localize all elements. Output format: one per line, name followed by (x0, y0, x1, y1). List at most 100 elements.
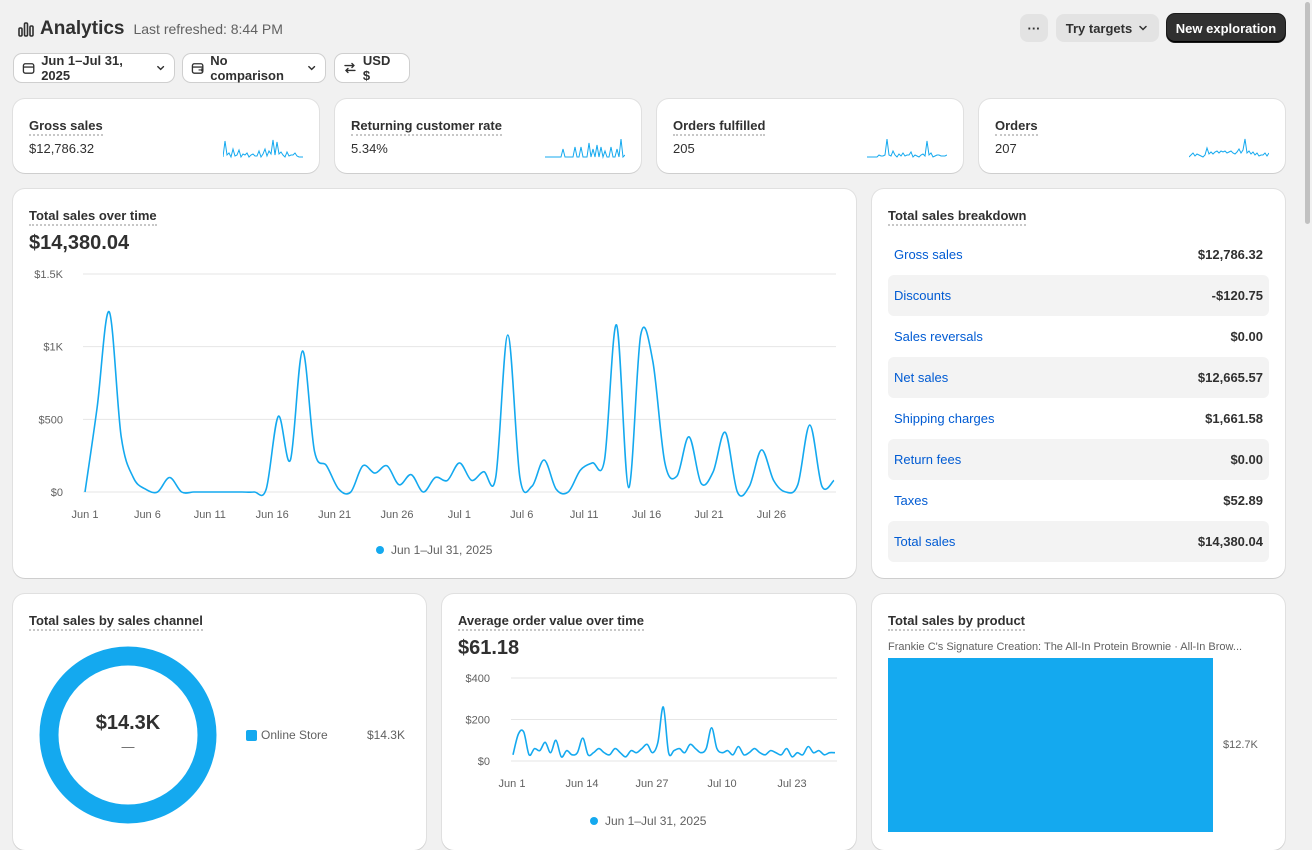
metric-title: Orders fulfilled (673, 118, 766, 136)
sparkline (545, 138, 625, 159)
x-tick-label: Jun 1 (499, 778, 526, 790)
aov-value: $61.18 (458, 637, 520, 659)
last-refreshed: Last refreshed: 8:44 PM (133, 21, 283, 37)
y-tick-label: $0 (51, 487, 63, 499)
breakdown-row-net-sales[interactable]: Net sales $12,665.57 (888, 357, 1269, 398)
product-label: Frankie C's Signature Creation: The All-… (888, 641, 1243, 653)
legend-dot (376, 546, 384, 554)
product-bar-value: $12.7K (1223, 739, 1258, 751)
x-tick-label: Jun 1 (72, 509, 99, 521)
breakdown-row-shipping-charges[interactable]: Shipping charges $1,661.58 (888, 398, 1269, 439)
total-sales-line-chart: $0 $500 $1K $1.5K Jun 1 Jun 6 Jun 11 Jun 16 Jun … (34, 269, 836, 521)
x-tick-label: Jun 6 (134, 509, 161, 521)
x-tick-label: Jul 1 (448, 509, 471, 521)
x-tick-label: Jun 21 (318, 509, 351, 521)
product-bar[interactable] (888, 658, 1213, 832)
metric-card-orders-fulfilled[interactable]: Orders fulfilled 205 (657, 99, 963, 173)
breakdown-label: Shipping charges (894, 411, 995, 426)
x-tick-label: Jul 6 (510, 509, 533, 521)
metric-card-returning-customer-rate[interactable]: Returning customer rate 5.34% (335, 99, 641, 173)
legend-value: $14.3K (366, 728, 405, 742)
card-title: Total sales by sales channel (29, 613, 203, 631)
x-tick-label: Jun 16 (256, 509, 289, 521)
breakdown-label: Net sales (894, 370, 949, 385)
total-sales-over-time-card: Total sales over time $14,380.04 $0 $500 $… (13, 189, 856, 578)
chevron-down-icon (307, 65, 315, 71)
y-tick-label: $1K (43, 342, 63, 354)
metric-value: $12,786.32 (29, 141, 95, 156)
card-title: Total sales over time (29, 208, 157, 226)
breakdown-label: Total sales (894, 534, 956, 549)
breakdown-value: $12,665.57 (1197, 370, 1263, 385)
x-tick-label: Jun 14 (565, 778, 598, 790)
exchange-icon (344, 62, 356, 74)
total-sales-value: $14,380.04 (29, 232, 130, 254)
card-title: Total sales by product (888, 613, 1026, 631)
x-tick-label: Jun 27 (635, 778, 668, 790)
total-sales-by-product-card: Total sales by product Frankie C's Signa… (872, 594, 1285, 850)
breakdown-label: Sales reversals (894, 329, 983, 344)
currency-label: USD $ (362, 53, 391, 83)
legend-label: Online Store (261, 728, 328, 742)
analytics-icon (18, 22, 34, 37)
breakdown-row-discounts[interactable]: Discounts -$120.75 (888, 275, 1269, 316)
breakdown-row-sales-reversals[interactable]: Sales reversals $0.00 (888, 316, 1269, 357)
new-exploration-label: New exploration (1175, 20, 1277, 36)
breakdown-label: Return fees (894, 452, 962, 467)
comparison-picker[interactable]: No comparison (183, 53, 325, 83)
calendar-icon (22, 63, 35, 74)
try-targets-button[interactable]: Try targets (1056, 14, 1159, 42)
x-tick-label: Jun 11 (194, 509, 226, 521)
breakdown-label: Taxes (894, 493, 928, 508)
breakdown-row-total-sales[interactable]: Total sales $14,380.04 (888, 521, 1269, 562)
more-actions-button[interactable]: ··· (1020, 14, 1048, 42)
sparkline (223, 139, 303, 159)
legend-dot (590, 817, 598, 825)
card-title: Total sales breakdown (888, 208, 1027, 226)
metric-card-gross-sales[interactable]: Gross sales $12,786.32 (13, 99, 319, 173)
chevron-down-icon (156, 65, 164, 71)
breakdown-value: -$120.75 (1211, 288, 1263, 303)
metric-value: 5.34% (351, 141, 388, 156)
more-label: ··· (1027, 20, 1041, 36)
breakdown-row-gross-sales[interactable]: Gross sales $12,786.32 (888, 234, 1269, 275)
average-order-value-card: Average order value over time $61.18 $0 $… (442, 594, 856, 850)
total-sales-by-channel-card: Total sales by sales channel $14.3K — On… (13, 594, 426, 850)
breakdown-label: Gross sales (894, 247, 963, 262)
date-range-label: Jun 1–Jul 31, 2025 (41, 53, 123, 83)
breakdown-row-return-fees[interactable]: Return fees $0.00 (888, 439, 1269, 480)
x-tick-label: Jul 26 (757, 509, 786, 521)
currency-picker[interactable]: USD $ (335, 53, 409, 83)
series-line (84, 310, 835, 497)
legend-label: Jun 1–Jul 31, 2025 (391, 543, 493, 557)
page-title: Analytics (40, 18, 125, 39)
x-tick-label: Jul 23 (777, 778, 806, 790)
metric-title: Returning customer rate (351, 118, 502, 136)
donut-center-sub: — (121, 739, 135, 754)
chevron-down-icon (1139, 25, 1147, 31)
aov-line-chart: $0 $200 $400 Jun 1 Jun 14 Jun 27 Jul 10 Jul 23 (466, 673, 837, 790)
donut-center-value: $14.3K (95, 712, 161, 734)
breakdown-value: $1,661.58 (1205, 411, 1263, 426)
calendar-compare-icon (191, 63, 204, 74)
y-tick-label: $500 (39, 414, 63, 426)
page-scrollbar[interactable] (1305, 2, 1310, 224)
channel-donut-chart (39, 646, 217, 824)
series-line (512, 706, 836, 758)
x-tick-label: Jul 16 (632, 509, 661, 521)
metric-title: Orders (995, 118, 1038, 136)
x-tick-label: Jul 10 (707, 778, 736, 790)
breakdown-value: $14,380.04 (1197, 534, 1263, 549)
date-range-picker[interactable]: Jun 1–Jul 31, 2025 (14, 53, 174, 83)
metric-card-orders[interactable]: Orders 207 (979, 99, 1285, 173)
sparkline (867, 138, 947, 158)
chart-legend: Jun 1–Jul 31, 2025 (376, 543, 492, 557)
new-exploration-button[interactable]: New exploration (1167, 14, 1285, 42)
legend-label: Jun 1–Jul 31, 2025 (605, 814, 707, 828)
sparkline (1189, 138, 1269, 158)
breakdown-row-taxes[interactable]: Taxes $52.89 (888, 480, 1269, 521)
metric-title: Gross sales (29, 118, 103, 136)
chart-legend: Jun 1–Jul 31, 2025 (590, 814, 706, 828)
x-tick-label: Jul 21 (694, 509, 723, 521)
breakdown-value: $0.00 (1230, 329, 1263, 344)
